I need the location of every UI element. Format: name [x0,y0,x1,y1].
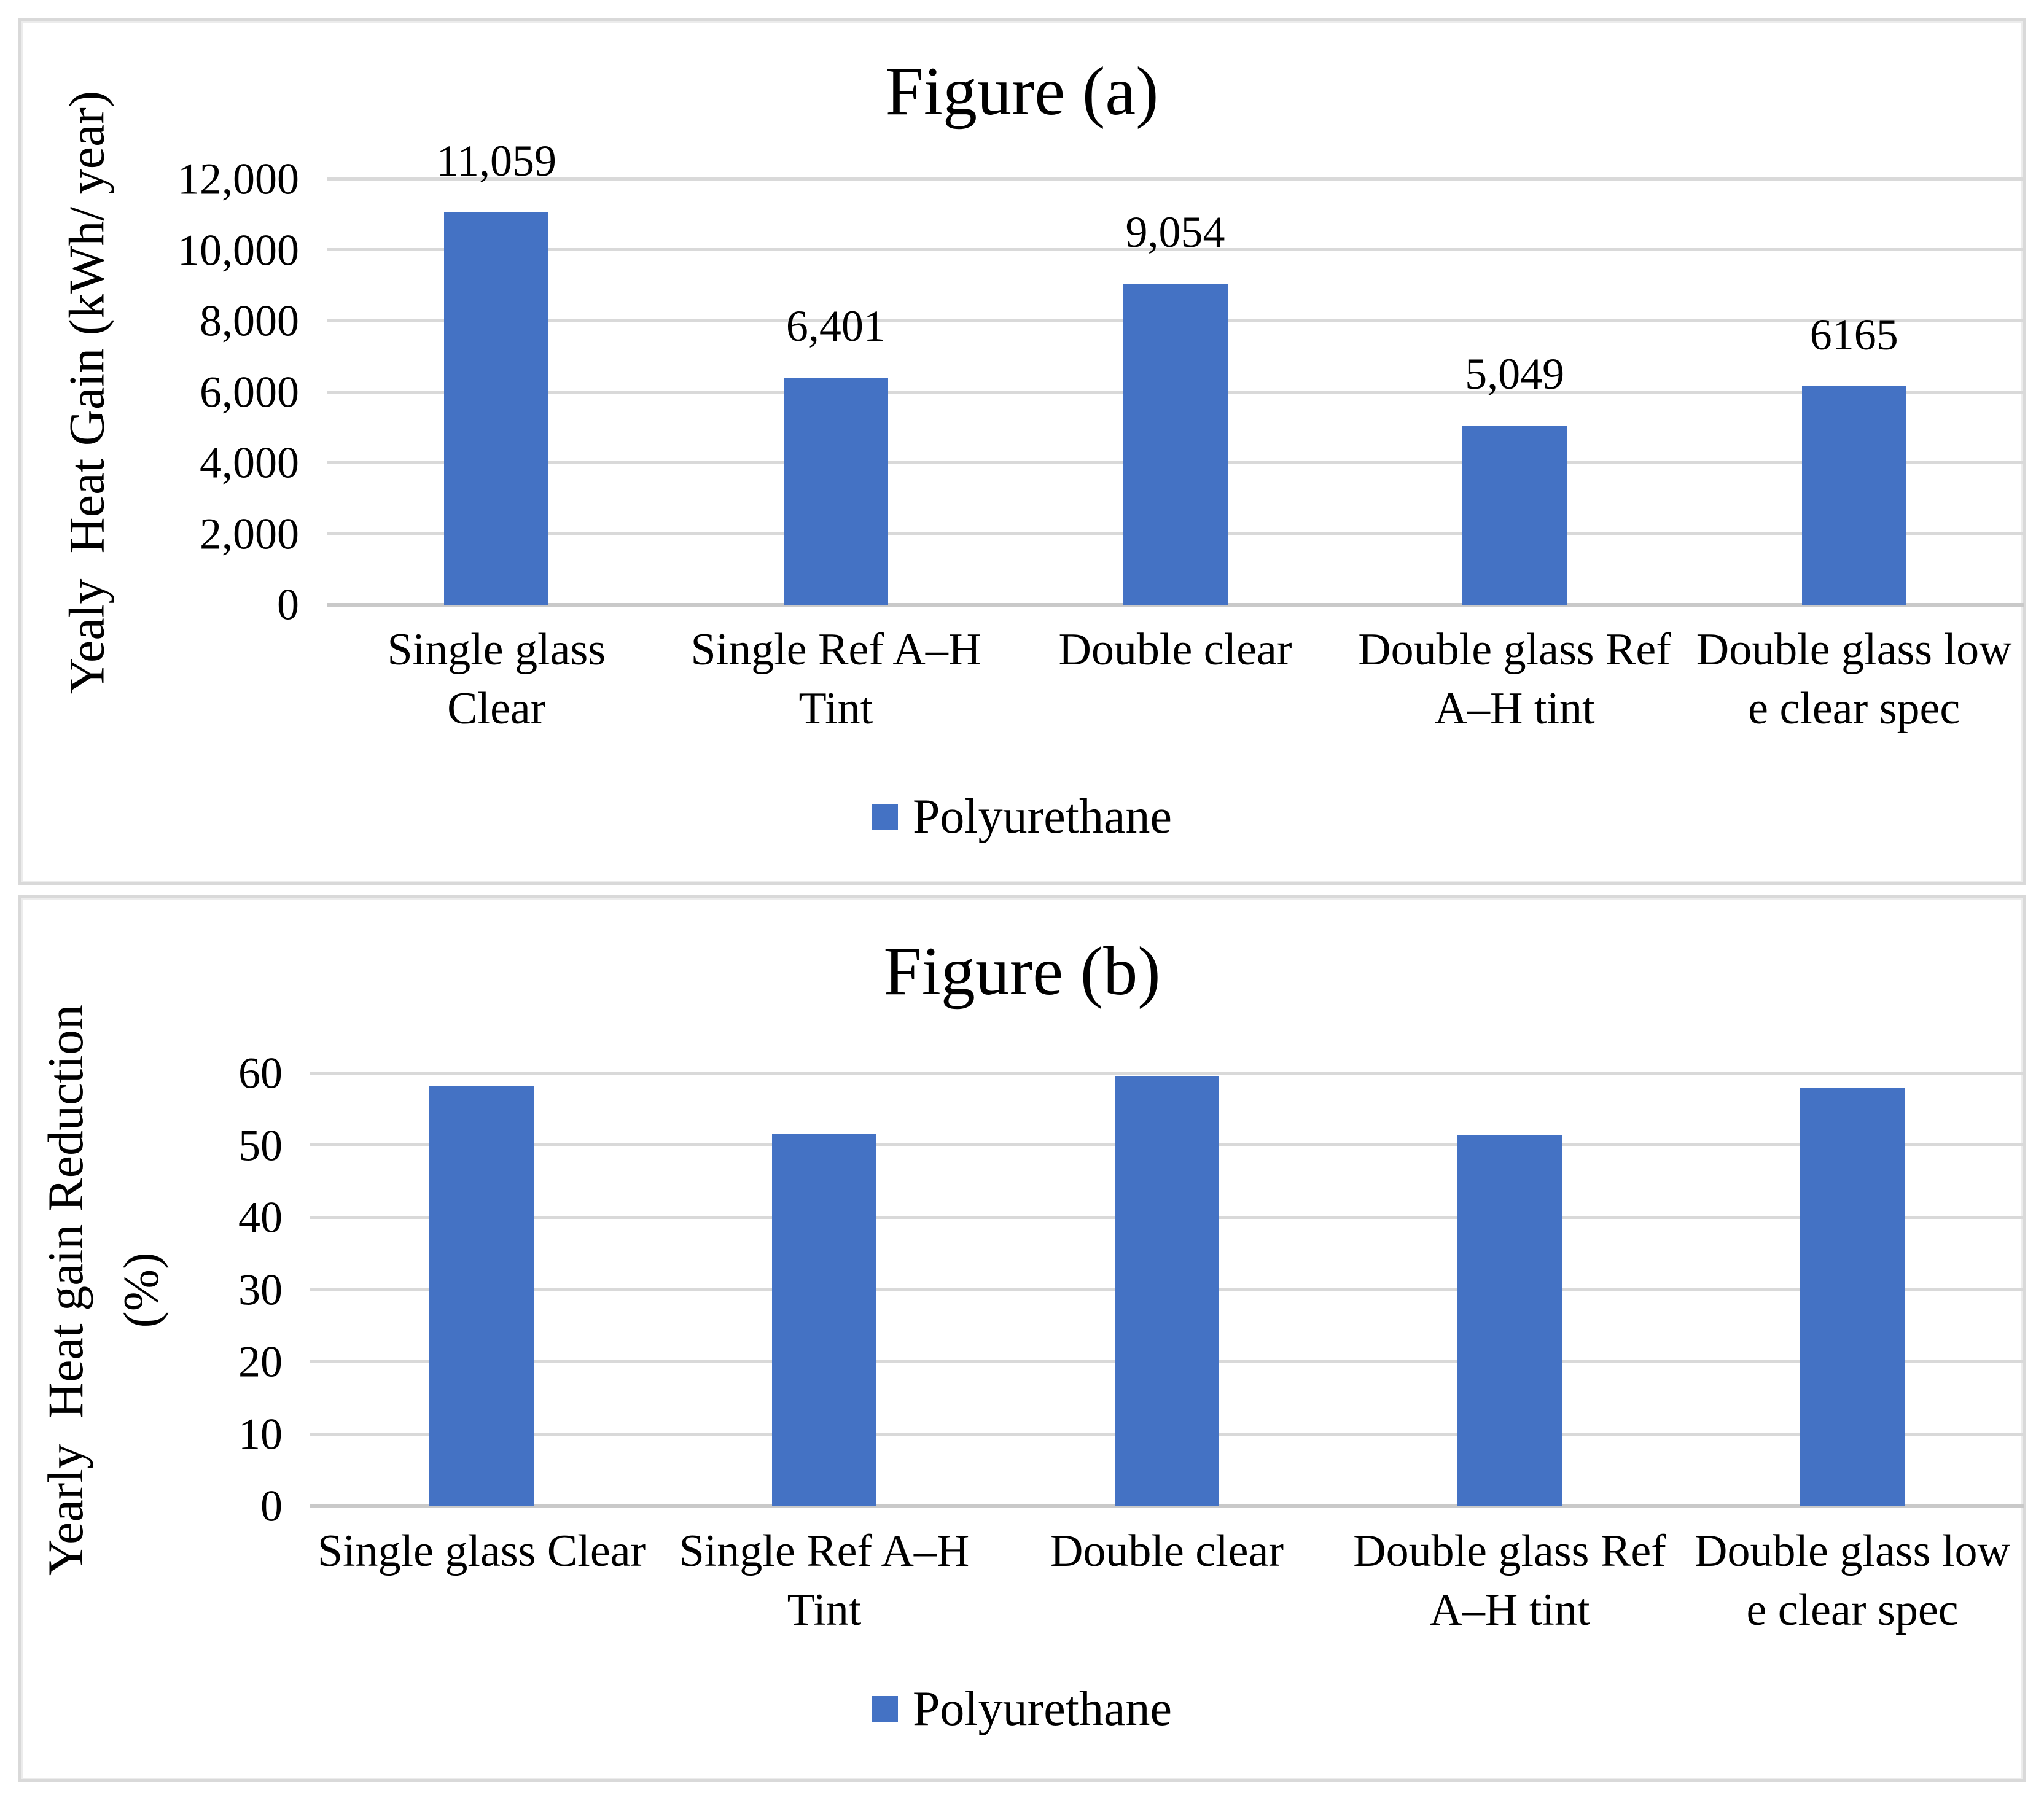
category-label: Double glass Ref A–H tint [1358,625,1671,734]
y-tick-label: 12,000 [177,154,299,204]
legend-swatch-polyurethane [872,1696,898,1722]
figure-b-plot-area [310,1072,2024,1508]
figure-b-legend: Polyurethane [21,1675,2023,1743]
category-label: Single Ref A–H Tint [679,1526,970,1636]
bar-polyurethane [1115,1075,1219,1506]
y-tick-label: 60 [238,1048,283,1098]
category-label: Single Ref A–H Tint [690,625,981,734]
y-tick-label: 0 [277,580,299,629]
figure-a-panel: Figure (a) Yealy Heat Gain (kWh/ year) 1… [18,18,2026,885]
bar-value-label: 6,401 [786,302,886,351]
bar-polyurethane [1457,1135,1562,1506]
category-label: Double clear [1058,625,1292,675]
bar-polyurethane [1462,426,1567,605]
figure-a-title: Figure (a) [885,53,1159,130]
bar-polyurethane [1801,386,1906,605]
bar-polyurethane [1123,284,1228,605]
bar-value-label: 6165 [1809,309,1898,359]
legend-swatch-polyurethane [872,804,898,830]
category-label: Single glass Clear [317,1526,646,1576]
figure-a-plot-area: 11,059 6,401 9,054 5,049 6165 [327,136,2024,607]
figure-b-x-axis-labels: Single glass Clear Single Ref A–H Tint Dou… [310,1522,2024,1669]
bar-value-label: 9,054 [1125,208,1225,257]
x-axis-line [327,603,2024,607]
gridline [327,177,2024,181]
category-label: Double glass Ref A–H tint [1353,1526,1666,1636]
y-tick-label: 50 [238,1121,283,1170]
figure-a-y-axis-ticks: 12,000 10,000 8,000 6,000 4,000 2,000 0 [21,155,299,629]
bar-polyurethane [772,1133,876,1506]
gridline [310,1072,2024,1075]
y-tick-label: 8,000 [200,296,299,346]
figure-a-x-axis-labels: Single glass Clear Single Ref A–H Tint Dou… [327,620,2024,768]
legend-label-polyurethane: Polyurethane [912,1681,1172,1736]
figure-b-title: Figure (b) [883,933,1161,1010]
y-tick-label: 10 [238,1409,283,1458]
bar-value-label: 5,049 [1465,349,1565,399]
y-tick-label: 10,000 [177,225,299,274]
y-tick-label: 40 [238,1193,283,1242]
category-label: Single glass Clear [387,625,606,734]
y-tick-label: 30 [238,1265,283,1314]
bar-value-label: 11,059 [436,136,556,186]
figure-a-legend: Polyurethane [21,783,2023,850]
y-tick-label: 2,000 [200,509,299,558]
bar-polyurethane [429,1086,534,1506]
x-axis-line [310,1504,2024,1508]
legend-label-polyurethane: Polyurethane [912,789,1172,844]
y-tick-label: 4,000 [200,438,299,488]
y-tick-label: 0 [260,1481,283,1531]
bar-polyurethane [444,212,549,605]
category-label: Double clear [1050,1526,1284,1576]
y-tick-label: 6,000 [200,367,299,416]
bar-polyurethane [1800,1088,1905,1506]
bar-polyurethane [783,378,888,605]
figure-b-y-axis-ticks: 60 50 40 30 20 10 0 [21,1049,283,1531]
category-label: Double glass low e clear spec [1695,1526,2010,1636]
y-tick-label: 20 [238,1337,283,1387]
gridline [327,248,2024,252]
figure-b-panel: Figure (b) Yearly Heat gain Reduction (%… [18,895,2026,1782]
category-label: Double glass low e clear spec [1696,625,2012,734]
